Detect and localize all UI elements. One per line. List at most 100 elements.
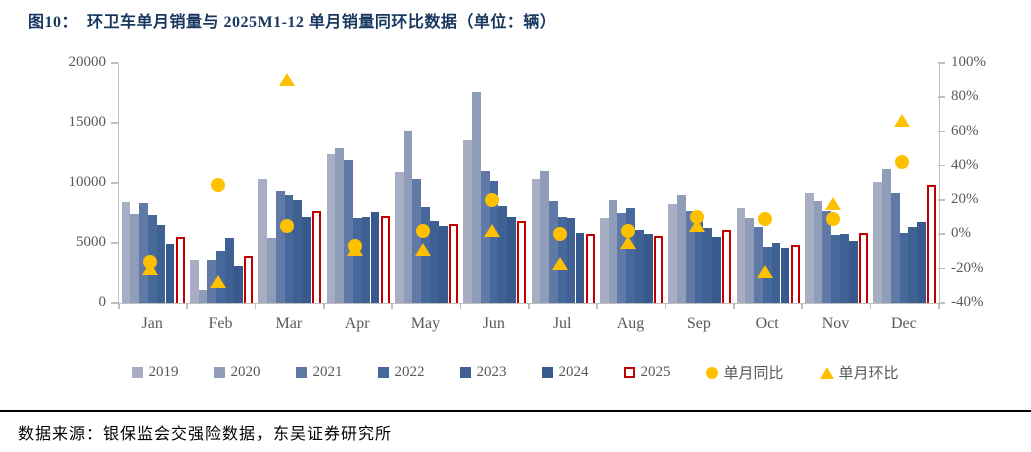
- month-label-oct: Oct: [755, 315, 779, 332]
- bar-2019-apr: [326, 154, 336, 303]
- month-label-jun: Jun: [482, 315, 505, 332]
- bar-2020-jun: [471, 91, 481, 303]
- bar-2021-nov: [822, 211, 832, 303]
- legend-swatch-2025: [624, 367, 636, 378]
- bar-2019-dec: [873, 181, 882, 303]
- legend-label: 2025: [640, 364, 671, 380]
- bar-2019-jul: [531, 179, 541, 303]
- yoy-marker-apr: [348, 239, 363, 254]
- month-label-may: May: [410, 315, 441, 332]
- yoy-marker-may: [416, 224, 431, 238]
- x-axis-tick: [186, 303, 188, 309]
- bar-2023-jul: [566, 217, 576, 303]
- bar-2019-mar: [258, 178, 267, 303]
- legend-label: 2021: [312, 364, 343, 380]
- x-axis-tick: [323, 303, 325, 309]
- right-axis-label: 0%: [951, 225, 971, 242]
- month-label-aug: Aug: [616, 315, 645, 332]
- bar-2020-nov: [813, 201, 823, 303]
- footer-source: 数据来源：银保监会交强险数据，东吴证券研究所: [18, 426, 393, 443]
- bar-2019-sep: [668, 204, 677, 303]
- mom-triangle-icon: [819, 366, 834, 379]
- legend-item-2020: 2020: [214, 364, 260, 381]
- right-axis-tick: [938, 62, 945, 64]
- bar-2021-dec: [890, 193, 900, 303]
- bar-2020-may: [403, 131, 413, 303]
- bar-2024-feb: [233, 265, 243, 303]
- legend-swatch-2023: [460, 367, 472, 378]
- bar-2022-apr: [352, 218, 362, 303]
- mom-marker-nov: [825, 196, 842, 210]
- bar-2025-dec: [927, 185, 937, 303]
- bar-2025-apr: [380, 216, 390, 303]
- mom-marker-aug: [620, 236, 637, 249]
- bar-2024-sep: [712, 237, 721, 303]
- legend-item-2019: 2019: [132, 364, 178, 381]
- right-axis-tick: [938, 302, 945, 304]
- left-axis-label: 0: [98, 294, 107, 310]
- bar-2024-apr: [370, 212, 380, 303]
- bar-2021-jul: [549, 201, 558, 303]
- bar-2025-feb: [243, 255, 253, 303]
- bar-2019-feb: [189, 259, 199, 303]
- mom-marker-jul: [552, 256, 569, 270]
- month-label-jul: Jul: [552, 315, 572, 332]
- plot-area: [118, 63, 940, 304]
- bar-2025-sep: [722, 229, 732, 303]
- chart-title: 图10： 环卫车单月销量与 2025M1-12 单月销量同环比数据（单位：辆）: [28, 14, 557, 31]
- right-axis-tick: [938, 199, 945, 201]
- yoy-marker-jul: [553, 227, 568, 242]
- bar-2023-may: [430, 220, 439, 303]
- x-axis-tick: [118, 303, 120, 309]
- bar-2024-jan: [165, 244, 175, 303]
- x-axis-tick: [391, 303, 393, 309]
- yoy-marker-aug: [621, 224, 636, 238]
- legend-label: 2022: [394, 364, 425, 380]
- bar-2024-dec: [917, 222, 926, 303]
- month-label-jan: Jan: [141, 315, 163, 332]
- right-axis-label: 20%: [951, 191, 979, 208]
- month-label-nov: Nov: [821, 315, 850, 332]
- bar-2021-jun: [480, 171, 490, 303]
- mom-marker-oct: [757, 265, 774, 279]
- yoy-marker-sep: [689, 210, 704, 225]
- month-label-mar: Mar: [275, 315, 303, 332]
- yoy-marker-jun: [484, 193, 499, 208]
- x-axis-tick: [596, 303, 598, 309]
- left-axis-tick: [111, 62, 118, 64]
- mom-marker-dec: [893, 114, 910, 128]
- mom-marker-may: [415, 242, 432, 256]
- bar-2021-may: [412, 179, 422, 303]
- right-axis-label: -40%: [951, 294, 984, 310]
- month-label-dec: Dec: [890, 315, 917, 332]
- legend-swatch-2021: [296, 367, 308, 378]
- legend-label: 2024: [558, 364, 589, 380]
- bar-2025-aug: [653, 236, 663, 303]
- bar-2025-oct: [790, 244, 800, 303]
- legend-item-2021: 2021: [296, 364, 342, 381]
- bar-2020-apr: [335, 148, 345, 303]
- bar-2023-apr: [361, 216, 371, 303]
- right-axis-tick: [938, 130, 945, 133]
- x-axis-tick: [664, 303, 667, 309]
- bar-2020-dec: [881, 168, 891, 303]
- bar-2021-aug: [617, 213, 627, 303]
- mom-marker-jun: [483, 224, 500, 237]
- x-axis-tick: [801, 303, 803, 309]
- right-axis-label: -20%: [951, 259, 984, 276]
- bar-2024-nov: [848, 241, 858, 303]
- bar-2021-jan: [139, 203, 148, 303]
- bar-2024-jun: [507, 216, 516, 303]
- bar-2025-mar: [312, 210, 322, 303]
- left-axis-label: 20000: [68, 54, 107, 70]
- bar-2019-aug: [599, 218, 609, 303]
- month-label-feb: Feb: [208, 315, 233, 332]
- bar-2019-nov: [804, 192, 814, 303]
- right-axis-label: 100%: [951, 54, 986, 70]
- right-axis-tick: [938, 233, 945, 235]
- right-axis-tick: [938, 267, 945, 270]
- bar-2023-nov: [840, 234, 849, 303]
- bar-2020-oct: [745, 218, 755, 303]
- bar-2024-aug: [643, 234, 653, 303]
- bar-2019-jan: [121, 202, 131, 303]
